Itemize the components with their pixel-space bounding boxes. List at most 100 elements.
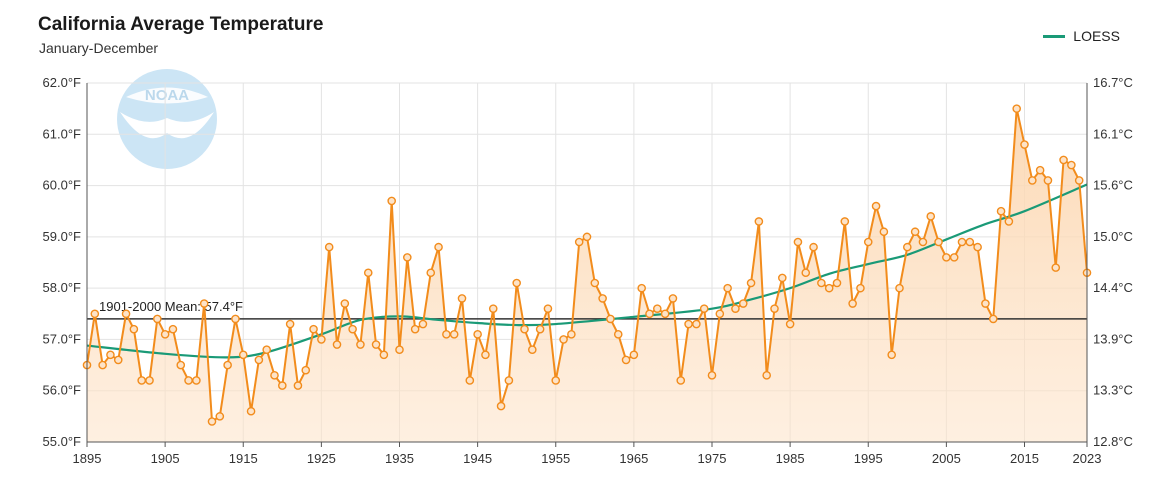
data-point[interactable] — [762, 371, 771, 380]
data-point[interactable] — [113, 355, 123, 365]
data-point[interactable] — [223, 360, 232, 370]
data-point[interactable] — [957, 237, 967, 247]
data-point[interactable] — [457, 294, 467, 303]
data-point[interactable] — [637, 283, 646, 293]
data-point[interactable] — [168, 324, 178, 334]
data-point[interactable] — [684, 319, 693, 329]
data-point[interactable] — [309, 324, 318, 334]
data-point[interactable] — [1059, 155, 1068, 165]
data-point[interactable] — [465, 376, 475, 385]
data-point[interactable] — [621, 355, 631, 365]
data-point[interactable] — [746, 278, 756, 288]
data-point[interactable] — [488, 304, 498, 313]
data-point[interactable] — [434, 242, 443, 252]
data-point[interactable] — [153, 314, 162, 324]
data-point[interactable] — [895, 283, 904, 293]
data-point[interactable] — [629, 350, 639, 360]
data-point[interactable] — [129, 324, 139, 334]
data-point[interactable] — [965, 237, 975, 247]
data-point[interactable] — [863, 237, 873, 247]
data-point[interactable] — [528, 345, 537, 354]
data-point[interactable] — [676, 376, 686, 385]
data-point[interactable] — [246, 406, 256, 416]
data-point[interactable] — [988, 314, 998, 324]
data-point[interactable] — [856, 283, 865, 293]
data-point[interactable] — [184, 376, 193, 385]
data-point[interactable] — [332, 340, 342, 349]
data-point[interactable] — [754, 217, 764, 226]
data-point[interactable] — [504, 376, 514, 385]
data-point[interactable] — [1004, 217, 1014, 226]
data-point[interactable] — [598, 294, 607, 303]
data-point[interactable] — [535, 324, 545, 334]
data-point[interactable] — [90, 309, 100, 319]
data-point[interactable] — [692, 319, 701, 329]
data-point[interactable] — [231, 314, 240, 324]
data-point[interactable] — [215, 412, 225, 421]
data-point[interactable] — [926, 212, 936, 221]
data-point[interactable] — [442, 329, 451, 339]
data-point[interactable] — [473, 329, 482, 339]
data-point[interactable] — [543, 304, 553, 313]
data-point[interactable] — [410, 324, 420, 334]
data-point[interactable] — [996, 206, 1006, 216]
data-point[interactable] — [582, 232, 592, 242]
data-point[interactable] — [145, 376, 154, 385]
data-point[interactable] — [449, 329, 459, 339]
data-point[interactable] — [793, 237, 803, 247]
data-point[interactable] — [387, 196, 396, 206]
data-point[interactable] — [645, 309, 654, 319]
data-point[interactable] — [192, 376, 201, 385]
data-point[interactable] — [871, 201, 881, 211]
data-point[interactable] — [660, 309, 670, 319]
data-point[interactable] — [699, 304, 709, 313]
data-point[interactable] — [668, 294, 678, 303]
data-point[interactable] — [403, 253, 412, 262]
data-point[interactable] — [949, 253, 959, 262]
data-point[interactable] — [778, 273, 787, 283]
data-point[interactable] — [324, 242, 334, 252]
data-point[interactable] — [903, 242, 912, 252]
data-point[interactable] — [707, 371, 717, 380]
data-point[interactable] — [801, 268, 811, 278]
data-point[interactable] — [1074, 176, 1084, 185]
data-point[interactable] — [590, 278, 600, 288]
data-point[interactable] — [481, 350, 490, 360]
data-point[interactable] — [973, 242, 982, 252]
legend[interactable]: LOESS — [1043, 28, 1120, 44]
data-point[interactable] — [918, 237, 928, 247]
data-point[interactable] — [738, 299, 748, 308]
data-point[interactable] — [254, 355, 264, 365]
data-point[interactable] — [520, 324, 529, 334]
data-point[interactable] — [942, 253, 951, 262]
data-point[interactable] — [770, 304, 779, 313]
data-point[interactable] — [363, 268, 373, 278]
data-point[interactable] — [262, 345, 271, 354]
data-point[interactable] — [418, 319, 428, 329]
data-point[interactable] — [1051, 263, 1061, 272]
data-point[interactable] — [910, 227, 920, 237]
data-point[interactable] — [809, 242, 818, 252]
data-point[interactable] — [848, 299, 857, 308]
data-point[interactable] — [293, 381, 303, 390]
data-point[interactable] — [238, 350, 248, 360]
data-point[interactable] — [981, 299, 990, 308]
data-point[interactable] — [613, 329, 623, 339]
data-point[interactable] — [301, 365, 311, 375]
data-point[interactable] — [879, 227, 889, 237]
data-point[interactable] — [379, 350, 389, 360]
data-point[interactable] — [653, 304, 662, 313]
data-point[interactable] — [270, 371, 279, 380]
data-point[interactable] — [317, 335, 326, 344]
data-point[interactable] — [840, 217, 850, 226]
data-point[interactable] — [137, 376, 146, 385]
data-point[interactable] — [278, 381, 287, 390]
data-point[interactable] — [395, 345, 404, 354]
data-point[interactable] — [199, 299, 209, 308]
data-point[interactable] — [371, 340, 381, 349]
data-point[interactable] — [606, 314, 615, 324]
data-point[interactable] — [1035, 165, 1045, 175]
data-point[interactable] — [207, 417, 217, 426]
data-point[interactable] — [567, 329, 576, 339]
data-point[interactable] — [559, 335, 568, 344]
